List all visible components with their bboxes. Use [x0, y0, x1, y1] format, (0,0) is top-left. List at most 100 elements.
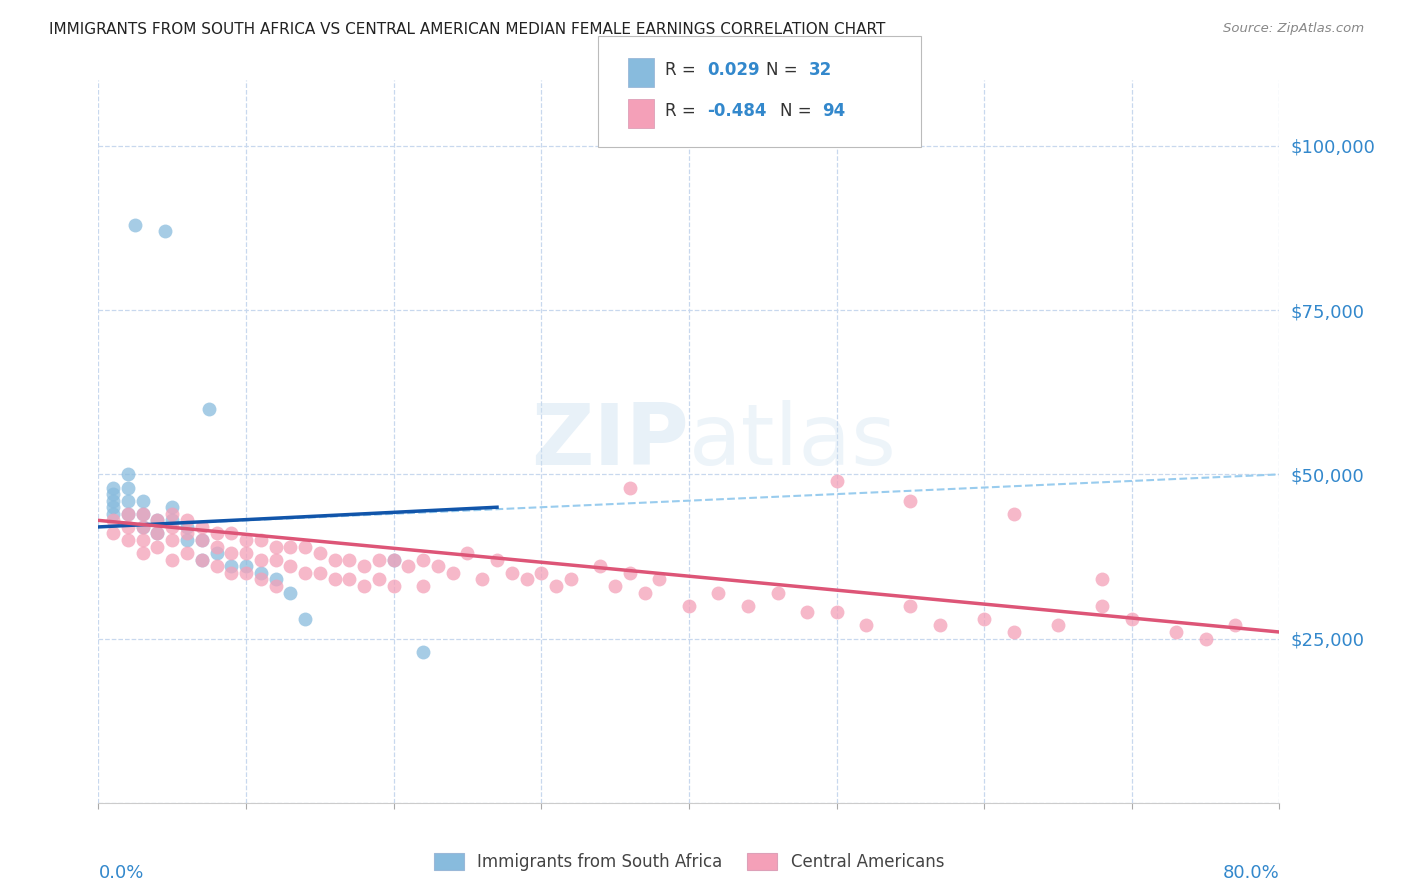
Y-axis label: Median Female Earnings: Median Female Earnings	[0, 348, 7, 535]
Point	[294, 566, 316, 580]
Point	[205, 526, 228, 541]
Point	[1166, 625, 1188, 640]
Point	[176, 520, 198, 534]
Point	[412, 645, 434, 659]
Point	[589, 559, 612, 574]
Point	[221, 526, 243, 541]
Text: atlas: atlas	[689, 400, 897, 483]
Point	[103, 500, 125, 515]
Point	[294, 540, 316, 554]
Point	[221, 559, 243, 574]
Point	[973, 612, 995, 626]
Point	[441, 566, 464, 580]
Point	[191, 533, 214, 547]
Point	[235, 559, 257, 574]
Point	[103, 507, 125, 521]
Point	[103, 513, 125, 527]
Point	[250, 566, 273, 580]
Point	[176, 533, 198, 547]
Point	[198, 401, 221, 416]
Point	[132, 507, 155, 521]
Point	[162, 533, 183, 547]
Point	[117, 467, 139, 482]
Text: Source: ZipAtlas.com: Source: ZipAtlas.com	[1223, 22, 1364, 36]
Point	[560, 573, 582, 587]
Point	[707, 585, 730, 599]
Point	[250, 553, 273, 567]
Point	[176, 546, 198, 560]
Point	[486, 553, 509, 567]
Point	[648, 573, 671, 587]
Point	[250, 573, 273, 587]
Point	[103, 487, 125, 501]
Point	[501, 566, 523, 580]
Point	[1091, 599, 1114, 613]
Point	[280, 540, 302, 554]
Point	[546, 579, 568, 593]
Point	[103, 526, 125, 541]
Point	[117, 507, 139, 521]
Point	[205, 559, 228, 574]
Point	[205, 540, 228, 554]
Point	[280, 559, 302, 574]
Point	[1091, 573, 1114, 587]
Point	[929, 618, 952, 632]
Point	[132, 493, 155, 508]
Point	[221, 546, 243, 560]
Point	[339, 573, 361, 587]
Point	[221, 566, 243, 580]
Text: 32: 32	[808, 61, 832, 78]
Point	[900, 493, 922, 508]
Point	[516, 573, 538, 587]
Point	[176, 513, 198, 527]
Text: N =: N =	[780, 102, 817, 120]
Point	[124, 218, 146, 232]
Point	[294, 612, 316, 626]
Point	[1225, 618, 1247, 632]
Point	[132, 520, 155, 534]
Point	[264, 553, 287, 567]
Point	[162, 553, 183, 567]
Point	[146, 540, 169, 554]
Point	[412, 579, 434, 593]
Point	[323, 553, 346, 567]
Point	[191, 553, 214, 567]
Point	[766, 585, 789, 599]
Point	[250, 533, 273, 547]
Point	[191, 553, 214, 567]
Point	[117, 493, 139, 508]
Point	[235, 546, 257, 560]
Point	[412, 553, 434, 567]
Point	[619, 481, 641, 495]
Point	[900, 599, 922, 613]
Point	[153, 224, 176, 238]
Point	[146, 526, 169, 541]
Point	[353, 579, 375, 593]
Point	[146, 513, 169, 527]
Point	[280, 585, 302, 599]
Point	[103, 481, 125, 495]
Point	[678, 599, 700, 613]
Point	[235, 566, 257, 580]
Text: IMMIGRANTS FROM SOUTH AFRICA VS CENTRAL AMERICAN MEDIAN FEMALE EARNINGS CORRELAT: IMMIGRANTS FROM SOUTH AFRICA VS CENTRAL …	[49, 22, 886, 37]
Point	[530, 566, 553, 580]
Point	[737, 599, 759, 613]
Text: R =: R =	[665, 61, 702, 78]
Point	[132, 507, 155, 521]
Point	[117, 533, 139, 547]
Point	[368, 573, 391, 587]
Text: 0.029: 0.029	[707, 61, 759, 78]
Text: N =: N =	[766, 61, 803, 78]
Point	[103, 493, 125, 508]
Point	[162, 513, 183, 527]
Point	[825, 605, 848, 619]
Point	[1121, 612, 1143, 626]
Text: 80.0%: 80.0%	[1223, 864, 1279, 882]
Point	[825, 474, 848, 488]
Point	[339, 553, 361, 567]
Point	[205, 546, 228, 560]
Point	[235, 533, 257, 547]
Point	[427, 559, 450, 574]
Point	[398, 559, 420, 574]
Text: R =: R =	[665, 102, 702, 120]
